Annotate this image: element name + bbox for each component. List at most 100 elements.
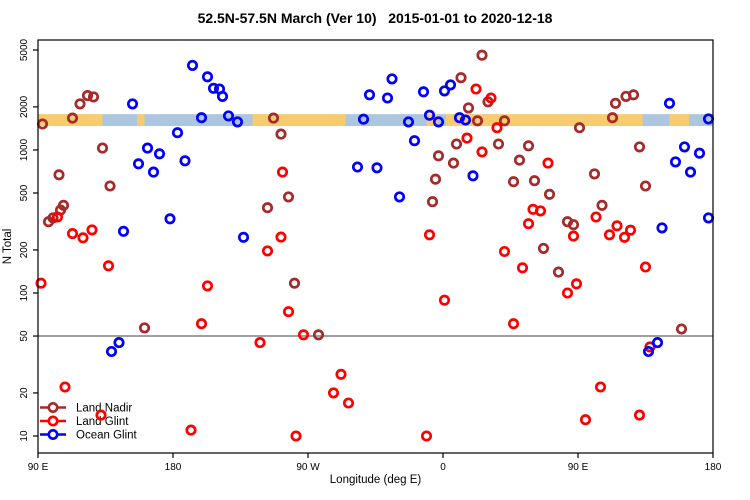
map-band-segment-ocean: [689, 114, 713, 127]
data-point-land-glint: [639, 261, 652, 273]
x-axis-ticks: 90 E 180 90 W 0 90 E 180: [28, 453, 722, 473]
data-point-land-glint: [594, 381, 607, 393]
data-point-land-nadir: [275, 128, 287, 140]
y-tick-label: 500: [19, 184, 30, 201]
data-point-ocean-glint: [669, 156, 682, 168]
data-point-land-nadir: [639, 180, 652, 192]
data-point-land-glint: [261, 245, 274, 257]
data-point-land-glint: [618, 231, 631, 243]
data-point-ocean-glint: [141, 142, 154, 154]
data-point-ocean-glint: [702, 212, 715, 224]
x-tick-label: 180: [165, 462, 182, 473]
data-point-land-nadir: [543, 188, 556, 200]
data-point-land-glint: [327, 387, 340, 399]
data-point-ocean-glint: [201, 71, 214, 83]
map-band-segment-land: [669, 114, 689, 127]
data-point-land-nadir: [633, 141, 646, 153]
data-point-land-glint: [282, 306, 295, 318]
data-point-land-nadir: [567, 219, 580, 231]
data-point-land-glint: [297, 329, 310, 341]
data-point-land-glint: [86, 224, 98, 236]
data-point-land-glint: [590, 211, 602, 223]
data-point-land-glint: [342, 397, 355, 409]
data-point-land-nadir: [675, 323, 688, 335]
data-point-ocean-glint: [153, 148, 166, 160]
data-point-ocean-glint: [402, 116, 415, 128]
data-point-land-glint: [290, 430, 302, 442]
data-point-land-glint: [476, 146, 488, 158]
data-point-land-glint: [516, 262, 529, 274]
data-point-ocean-glint: [126, 98, 139, 110]
data-point-land-glint: [567, 230, 580, 242]
data-point-ocean-glint: [216, 90, 229, 102]
data-point-land-glint: [633, 409, 646, 421]
legend-label: Ocean Glint: [76, 430, 138, 442]
data-point-land-nadir: [450, 138, 463, 150]
data-point-land-nadir: [87, 91, 100, 103]
map-band-segment-ocean: [102, 114, 137, 127]
data-point-land-nadir: [476, 49, 488, 61]
map-band-segment-ocean: [642, 114, 670, 127]
map-band-segment-land: [137, 114, 145, 127]
data-point-land-nadir: [455, 72, 467, 84]
data-point-land-glint: [611, 220, 623, 232]
legend-item: Land Glint: [40, 415, 129, 428]
data-point-land-nadir: [528, 175, 541, 187]
data-point-ocean-glint: [453, 112, 466, 124]
y-tick-label: 10: [19, 430, 30, 442]
x-tick-label: 90 E: [28, 462, 49, 473]
plot-border: [37, 39, 714, 454]
data-point-ocean-glint: [663, 97, 676, 109]
chart-title: 52.5N-57.5N March (Ver 10) 2015-01-01 to…: [197, 10, 553, 26]
data-point-ocean-glint: [444, 79, 457, 91]
map-band-segment-land: [252, 114, 346, 127]
data-point-ocean-glint: [113, 337, 125, 349]
data-point-land-nadir: [74, 98, 86, 110]
x-tick-label: 90 E: [568, 462, 589, 473]
data-point-ocean-glint: [393, 191, 406, 203]
data-point-land-nadir: [596, 199, 608, 211]
data-point-land-glint: [335, 368, 347, 380]
data-point-land-glint: [201, 280, 214, 292]
data-point-land-nadir: [507, 176, 520, 188]
data-point-land-nadir: [588, 168, 601, 180]
data-point-ocean-glint: [656, 222, 668, 234]
data-point-land-glint: [542, 157, 554, 169]
data-point-ocean-glint: [642, 345, 655, 358]
legend-marker: [47, 428, 59, 440]
data-point-ocean-glint: [132, 158, 145, 170]
data-point-land-nadir: [471, 115, 484, 127]
y-axis-ticks: 10 20 50 100 200 500 1000 2000 5000: [19, 38, 38, 442]
data-point-land-glint: [35, 277, 47, 289]
data-point-ocean-glint: [693, 147, 706, 159]
data-point-land-glint: [59, 381, 71, 393]
y-tick-label: 2000: [19, 95, 30, 118]
y-tick-label: 1000: [19, 138, 30, 161]
legend-item: Land Nadir: [40, 401, 132, 415]
data-point-ocean-glint: [386, 73, 398, 85]
data-point-land-nadir: [267, 112, 280, 124]
data-point-land-glint: [276, 166, 289, 178]
data-point-land-nadir: [606, 112, 619, 124]
data-point-land-nadir: [432, 150, 445, 162]
data-point-land-nadir: [312, 329, 325, 341]
data-point-land-nadir: [81, 90, 94, 102]
data-point-land-glint: [438, 294, 451, 306]
data-point-ocean-glint: [186, 59, 199, 71]
data-point-ocean-glint: [237, 231, 250, 243]
y-tick-label: 20: [19, 387, 30, 399]
data-point-land-glint: [570, 278, 583, 290]
data-point-ocean-glint: [459, 114, 472, 126]
data-point-ocean-glint: [438, 85, 451, 97]
map-band-segment-land: [38, 114, 103, 127]
data-point-land-glint: [95, 409, 107, 421]
data-point-ocean-glint: [164, 213, 176, 225]
data-point-ocean-glint: [105, 345, 118, 358]
data-point-ocean-glint: [408, 135, 421, 147]
data-point-ocean-glint: [147, 166, 160, 178]
data-point-land-glint: [522, 218, 535, 230]
data-point-land-nadir: [429, 173, 442, 185]
data-point-land-nadir: [573, 122, 586, 134]
data-point-ocean-glint: [467, 170, 479, 182]
data-point-land-glint: [561, 287, 574, 299]
